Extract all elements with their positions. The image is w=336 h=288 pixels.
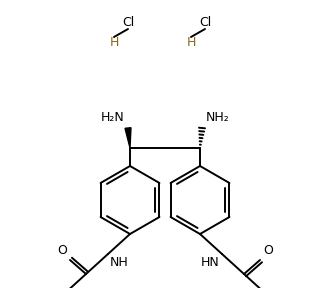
Text: HN: HN <box>201 256 220 269</box>
Text: Cl: Cl <box>199 16 211 29</box>
Text: H₂N: H₂N <box>100 111 124 124</box>
Polygon shape <box>125 128 131 148</box>
Text: NH₂: NH₂ <box>206 111 230 124</box>
Text: Cl: Cl <box>122 16 134 29</box>
Text: NH: NH <box>110 256 129 269</box>
Text: O: O <box>263 244 273 257</box>
Text: H: H <box>186 35 196 48</box>
Text: H: H <box>109 35 119 48</box>
Text: O: O <box>57 244 67 257</box>
